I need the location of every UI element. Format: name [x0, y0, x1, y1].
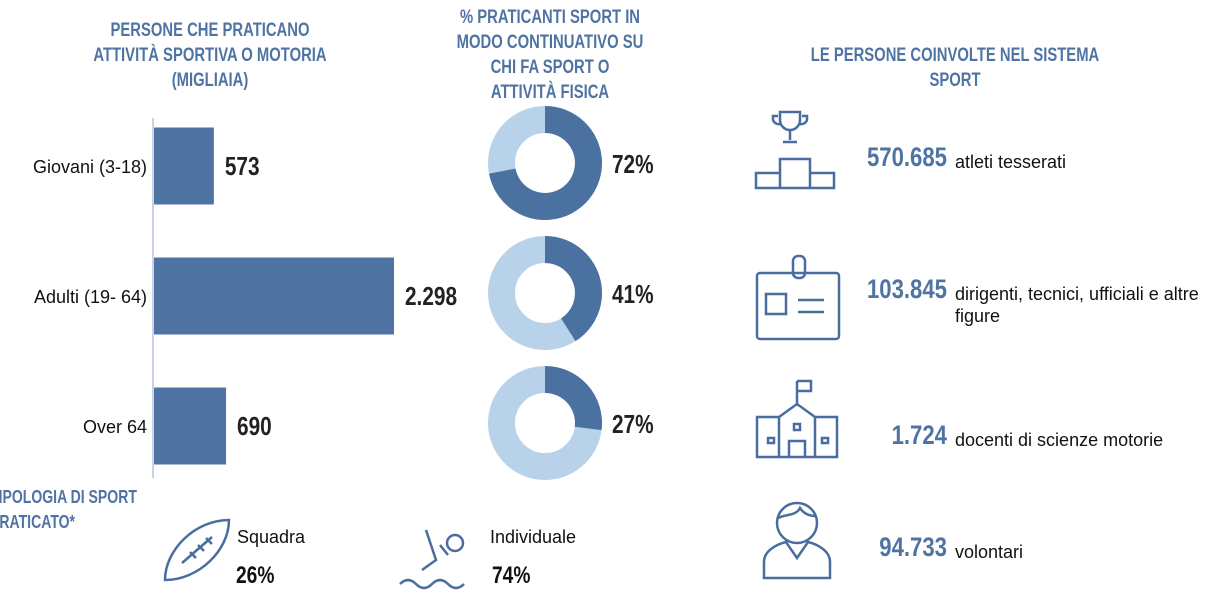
category-label: Adulti (19- 64) — [34, 287, 147, 307]
people-number: 570.685 — [866, 142, 947, 172]
donut-segment — [545, 236, 602, 342]
bar — [154, 127, 214, 205]
value-label: 27% — [612, 410, 654, 439]
value-label: 573 — [225, 152, 260, 181]
bar — [154, 387, 227, 465]
donut-segment — [489, 106, 602, 221]
sport-type-value: 74% — [492, 562, 531, 589]
sport-type-label: Squadra — [237, 527, 306, 547]
swimmer-icon — [399, 529, 465, 590]
people-number: 1.724 — [891, 420, 947, 450]
badge-icon — [755, 254, 841, 341]
people-number: 94.733 — [879, 532, 947, 562]
value-label: 2.298 — [405, 282, 457, 311]
donut-segment — [545, 366, 603, 431]
sport-type-value: 26% — [236, 562, 275, 589]
trophy-icon — [754, 110, 836, 190]
value-label: 72% — [612, 150, 654, 179]
sport-type-label: Individuale — [490, 527, 577, 547]
person-icon — [762, 501, 832, 580]
donut-title: % PRATICANTI SPORT IN MODO CONTINUATIVO … — [456, 7, 644, 103]
football-icon — [163, 518, 231, 582]
people-label: volontari — [955, 542, 1024, 562]
sport-types-title: TIPOLOGIA DI SPORT PRATICATO* — [0, 487, 137, 532]
people-title: LE PERSONE COINVOLTE NEL SISTEMA SPORT — [810, 45, 1100, 91]
people-label: dirigenti, tecnici, ufficiali e altre fi… — [955, 284, 1199, 326]
category-label: Giovani (3-18) — [33, 157, 147, 177]
bar — [154, 257, 394, 335]
school-icon — [755, 379, 839, 459]
bar-title: PERSONE CHE PRATICANO ATTIVITÀ SPORTIVA … — [93, 20, 327, 91]
value-label: 41% — [612, 280, 654, 309]
value-label: 690 — [237, 412, 272, 441]
people-label: atleti tesserati — [955, 152, 1067, 172]
category-label: Over 64 — [83, 417, 147, 437]
people-number: 103.845 — [866, 274, 947, 304]
people-label: docenti di scienze motorie — [955, 430, 1164, 450]
